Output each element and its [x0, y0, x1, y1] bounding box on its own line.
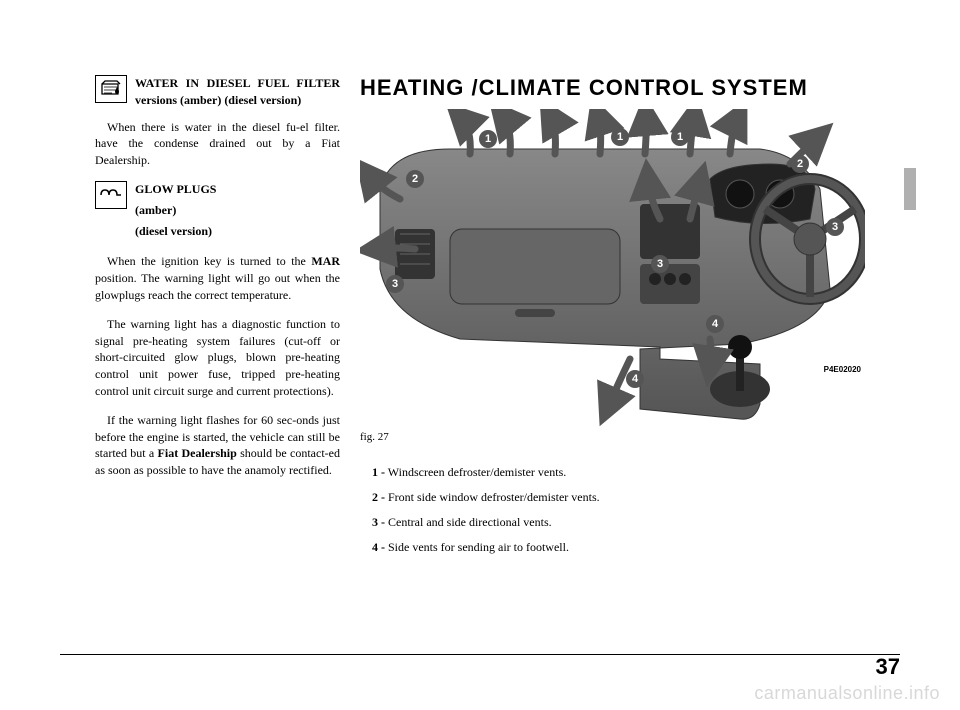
l3t: Central and side directional vents. — [385, 515, 552, 529]
side-tab — [904, 168, 916, 210]
section-title: HEATING /CLIMATE CONTROL SYSTEM — [360, 75, 870, 101]
page-number: 37 — [876, 654, 900, 680]
svg-text:1: 1 — [485, 133, 491, 145]
gp1a: When the ignition key is turned to the — [107, 254, 311, 268]
water-filter-icon — [95, 75, 127, 103]
l4t: Side vents for sending air to footwell. — [385, 540, 569, 554]
water-filter-block: WATER IN DIESEL FUEL FILTER versions (am… — [95, 75, 340, 109]
l2t: Front side window defroster/demister ven… — [385, 490, 600, 504]
dashboard-figure: 1 1 1 2 2 3 3 3 4 4 P4E02020 — [360, 109, 865, 429]
glow-plugs-para3: If the warning light flashes for 60 sec-… — [95, 412, 340, 479]
gp3b: Fiat Dealership — [158, 446, 237, 460]
gp1b: MAR — [311, 254, 340, 268]
glow-plugs-block: GLOW PLUGS (amber) (diesel version) — [95, 181, 340, 243]
l4n: 4 - — [372, 540, 385, 554]
l1t: Windscreen defroster/demister vents. — [385, 465, 566, 479]
legend-2: 2 - Front side window defroster/demister… — [360, 490, 600, 505]
l2n: 2 - — [372, 490, 385, 504]
legend: 1 - Windscreen defroster/demister vents.… — [360, 465, 600, 555]
page-content: WATER IN DIESEL FUEL FILTER versions (am… — [95, 75, 880, 630]
svg-text:4: 4 — [632, 373, 639, 385]
legend-4: 4 - Side vents for sending air to footwe… — [360, 540, 600, 555]
glow-plugs-sub2: (diesel version) — [135, 223, 216, 240]
legend-1: 1 - Windscreen defroster/demister vents. — [360, 465, 600, 480]
glow-plugs-title: GLOW PLUGS — [135, 181, 216, 198]
glow-plugs-para2: The warning light has a diagnostic funct… — [95, 316, 340, 400]
figure-id: P4E02020 — [824, 365, 861, 374]
svg-text:1: 1 — [677, 131, 683, 143]
svg-text:2: 2 — [797, 158, 803, 170]
glow-plugs-heading: GLOW PLUGS (amber) (diesel version) — [135, 181, 216, 243]
glow-plugs-icon — [95, 181, 127, 209]
svg-text:3: 3 — [657, 258, 663, 270]
water-filter-para: When there is water in the diesel fu-el … — [95, 119, 340, 169]
water-filter-title: WATER IN DIESEL FUEL FILTER versions (am… — [135, 75, 340, 109]
right-column: HEATING /CLIMATE CONTROL SYSTEM — [360, 75, 870, 630]
watermark: carmanualsonline.info — [754, 683, 940, 704]
svg-text:1: 1 — [617, 131, 623, 143]
legend-3: 3 - Central and side directional vents. — [360, 515, 600, 530]
footer-rule — [60, 654, 900, 655]
l3n: 3 - — [372, 515, 385, 529]
figure-caption: fig. 27 — [360, 431, 870, 443]
svg-text:3: 3 — [392, 278, 398, 290]
glow-plugs-para1: When the ignition key is turned to the M… — [95, 253, 340, 303]
svg-text:2: 2 — [412, 173, 418, 185]
glow-plugs-sub1: (amber) — [135, 202, 216, 219]
left-column: WATER IN DIESEL FUEL FILTER versions (am… — [95, 75, 340, 630]
l1n: 1 - — [372, 465, 385, 479]
svg-text:4: 4 — [712, 318, 719, 330]
svg-text:3: 3 — [832, 221, 838, 233]
gp1c: position. The warning light will go out … — [95, 271, 340, 302]
